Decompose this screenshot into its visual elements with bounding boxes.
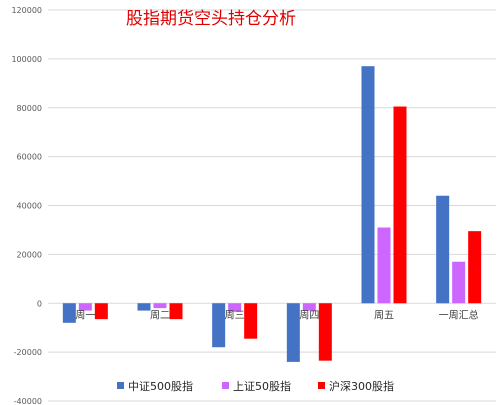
legend-swatch	[318, 382, 325, 389]
x-tick-label: 周一	[75, 309, 95, 321]
legend-label: 中证500股指	[128, 379, 193, 393]
y-tick-label: 120000	[11, 6, 42, 15]
x-tick-label: 周二	[150, 309, 170, 321]
x-tick-label: 一周汇总	[439, 308, 479, 321]
bar	[468, 231, 482, 304]
bar	[137, 303, 151, 311]
y-tick-label: 40000	[17, 202, 42, 211]
bar	[153, 303, 167, 309]
bars	[62, 66, 482, 362]
y-tick-label: -40000	[14, 397, 42, 405]
x-tick-label: 周三	[225, 309, 245, 321]
bar	[377, 227, 391, 304]
x-axis-ticks: 周一 周二 周三 周四 周五 一周汇总	[75, 308, 478, 321]
chart-title: 股指期货空头持仓分析	[126, 9, 296, 29]
bar	[94, 303, 108, 320]
legend: 中证500股指 上证50股指 沪深300股指	[117, 379, 394, 393]
bar	[244, 303, 258, 339]
y-tick-label: 80000	[17, 104, 42, 113]
bar	[393, 106, 407, 304]
y-tick-label: 0	[37, 299, 42, 308]
bar	[436, 195, 450, 304]
y-axis-ticks: -40000 -20000 0 20000 40000 60000 80000 100000 1…	[11, 6, 42, 405]
bar	[452, 261, 466, 304]
grid-lines	[48, 9, 496, 402]
x-tick-label: 周四	[299, 309, 319, 321]
x-tick-label: 周五	[374, 309, 394, 321]
y-tick-label: 60000	[17, 153, 42, 162]
legend-label: 上证50股指	[233, 379, 291, 393]
bar	[62, 303, 76, 323]
bar	[302, 303, 316, 311]
bar	[361, 66, 375, 304]
legend-label: 沪深300股指	[329, 379, 394, 393]
legend-swatch	[222, 382, 229, 389]
bar	[78, 303, 92, 311]
y-tick-label: -20000	[14, 348, 42, 357]
y-tick-label: 20000	[17, 250, 42, 259]
bar	[169, 303, 183, 320]
legend-swatch	[117, 382, 124, 389]
bar	[286, 303, 300, 362]
bar	[228, 303, 242, 312]
bar	[318, 303, 332, 361]
y-tick-label: 100000	[11, 55, 42, 64]
bar	[212, 303, 226, 348]
